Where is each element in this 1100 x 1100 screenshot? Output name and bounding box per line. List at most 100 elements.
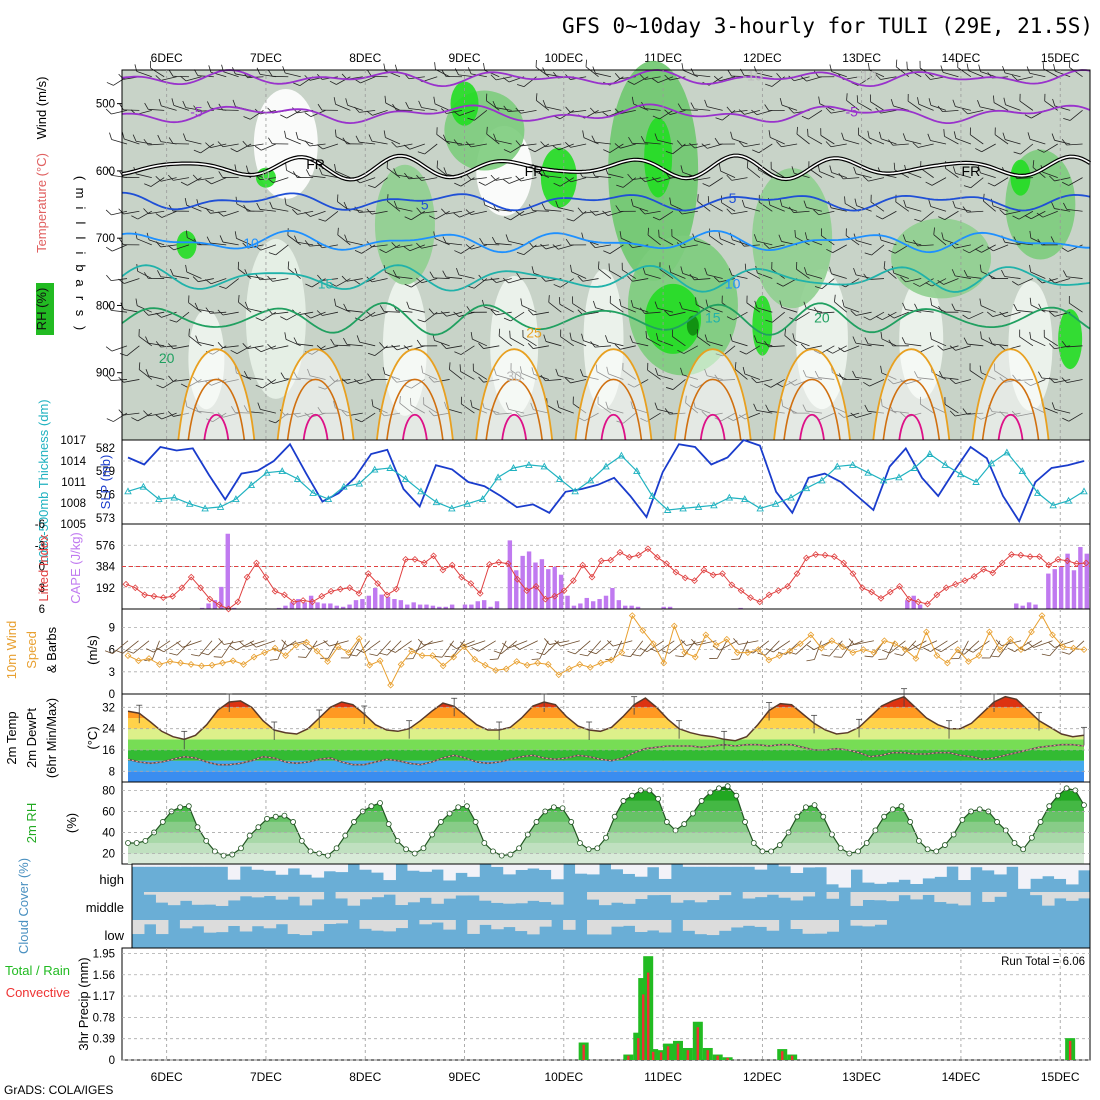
wind-barb-10m-staff [122, 640, 139, 654]
rh-point [559, 805, 566, 812]
cloud-cell [850, 892, 863, 906]
li-point [663, 560, 670, 568]
wind-barb-10m-flag [471, 647, 479, 652]
wind-barb-staff [944, 404, 959, 414]
wind-barb-flag [491, 236, 497, 244]
upper-air-tick-label: 500 [96, 99, 115, 111]
wind-barb-10m [933, 640, 959, 653]
wind-barb-10m-flag [864, 655, 873, 658]
wind-barb [813, 209, 835, 216]
wind-barb-flag [867, 130, 870, 138]
wind-barb-10m [1041, 640, 1064, 657]
wind-barb [284, 197, 301, 212]
wind-barb-flag [880, 331, 883, 339]
wind-speed-point [975, 652, 983, 659]
wind-barb [1029, 331, 1046, 347]
wind-barb-staff [434, 340, 450, 347]
cloud-cell [694, 920, 708, 935]
temp-contour-30 [783, 378, 841, 441]
wind-barb-staff [1016, 242, 1033, 246]
wind-barb-staff [994, 134, 1009, 145]
wind-barb-flag [318, 218, 326, 222]
wind-barb [490, 277, 512, 283]
wind-barb-staff [796, 133, 810, 145]
li-point [355, 590, 363, 597]
rh-tick-label: 40 [102, 827, 115, 839]
wind-barb-staff [571, 271, 587, 279]
wind-barb-flag [977, 100, 981, 108]
wind-barb-staff [731, 109, 748, 113]
wind-barb-staff [732, 239, 748, 246]
wind-barb-flag [791, 166, 795, 174]
wind-barb-flag [555, 200, 559, 208]
wind-barb [952, 200, 971, 212]
wind-barb-staff [620, 305, 636, 313]
li-point [551, 592, 559, 600]
cape-bar [302, 602, 307, 609]
wind-barb-flag [988, 337, 993, 345]
cloud-cell [994, 892, 1007, 897]
wind-barb-flag [552, 244, 559, 250]
wind-barb-flag [608, 263, 610, 271]
wind-barb [856, 95, 872, 111]
wind-barb-staff [843, 139, 860, 145]
wind-barb-flag [155, 175, 162, 182]
cloud-cell [467, 864, 480, 877]
wind-barb [434, 62, 450, 78]
wind-barb [654, 301, 674, 313]
wind-barb-flag [465, 209, 472, 215]
li-point [886, 588, 894, 596]
wind-barb-10m [1061, 640, 1085, 655]
cloud-cell [479, 920, 492, 925]
wind-barb-flag [1011, 74, 1018, 81]
cape-bar [347, 604, 352, 609]
cape-bar [488, 606, 493, 609]
wind-barb-staff [644, 311, 661, 314]
wind-barb [205, 278, 227, 285]
wind-barb [746, 160, 761, 178]
upper-air-ylabel-char: m [73, 188, 88, 199]
wind-barb-flag [949, 410, 956, 417]
wind-barb [1063, 202, 1083, 212]
wind-barb-10m-flag [933, 647, 942, 653]
thickness-point [355, 479, 364, 487]
cloud-cell [335, 864, 349, 873]
wind-barb-flag [888, 139, 894, 146]
wind-barb-staff [709, 177, 723, 187]
wind-barb [454, 345, 475, 355]
wind-barb-flag [316, 144, 323, 150]
wind-barb-flag [875, 215, 883, 220]
wind-barb-flag [540, 141, 546, 148]
wind-barb-flag [771, 262, 773, 270]
rh-point [663, 819, 670, 825]
wind-barb-10m-flag [156, 647, 164, 653]
wind-barb-10m-staff [153, 640, 171, 653]
wind-barb [453, 139, 475, 146]
wind-barb-staff [869, 137, 885, 145]
wind-barb [267, 177, 289, 183]
temp-contour-15 [121, 264, 1091, 293]
cloud-cell [754, 892, 768, 898]
wind-barb-10m-flag [405, 658, 414, 660]
wind-barb [668, 265, 686, 279]
wind-barb-flag [379, 305, 385, 312]
wind-speed-point [807, 631, 815, 639]
wind-barb [704, 99, 723, 111]
rh-area [645, 283, 702, 354]
cloud-cell [1066, 864, 1079, 885]
temp-contour-35 [203, 413, 230, 441]
wind-barb-10m [249, 640, 276, 648]
wind-barb-staff [892, 143, 909, 146]
wind-barb [753, 234, 773, 246]
wind-barb-staff [620, 143, 636, 149]
wind-barb [927, 133, 947, 145]
wind-barb-staff [931, 304, 947, 313]
wind-barb-10m-flag [340, 657, 349, 659]
wind-barb [170, 268, 190, 279]
wind-barb-staff [830, 109, 847, 114]
wind-barb-staff [818, 210, 835, 216]
wind-barb-staff [272, 177, 289, 183]
rh-point [533, 819, 540, 825]
contour-label: -5 [845, 104, 858, 120]
wind-barb-staff [831, 273, 847, 279]
